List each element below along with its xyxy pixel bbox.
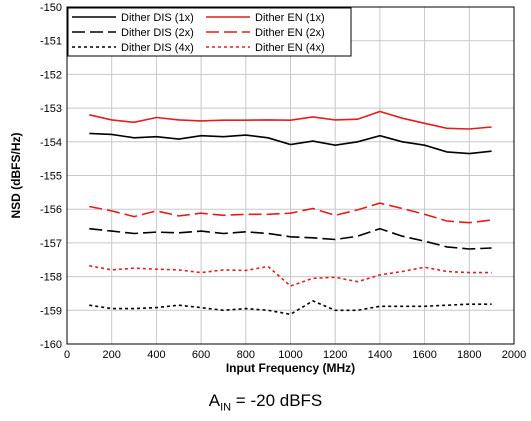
x-tick-label: 600 bbox=[192, 349, 210, 361]
y-axis-title: NSD (dBFS/Hz) bbox=[9, 133, 23, 219]
nsd-chart: -150 -151 -152 -153 -154 -155 -156 -157 -158 -159… bbox=[0, 0, 531, 385]
y-tick-label: -155 bbox=[40, 171, 62, 183]
x-tick-label: 200 bbox=[103, 349, 121, 361]
x-tick-label: 1200 bbox=[323, 349, 347, 361]
x-tick-label: 1000 bbox=[278, 349, 302, 361]
y-tick-label: -150 bbox=[40, 2, 62, 14]
y-tick-labels: -150 -151 -152 -153 -154 -155 -156 -157 -158 -159… bbox=[40, 2, 62, 351]
y-tick-label: -159 bbox=[40, 305, 62, 317]
caption-rest: = -20 dBFS bbox=[231, 391, 322, 410]
y-tick-label: -156 bbox=[40, 204, 62, 216]
y-tick-label: -160 bbox=[40, 339, 62, 351]
x-tick-label: 1600 bbox=[412, 349, 436, 361]
y-tick-label: -152 bbox=[40, 69, 62, 81]
chart-caption: AIN = -20 dBFS bbox=[0, 391, 531, 413]
x-tick-label: 400 bbox=[147, 349, 165, 361]
legend-label-2: Dither EN (1x) bbox=[255, 12, 325, 24]
legend-label-5: Dither DIS (4x) bbox=[121, 42, 194, 54]
x-tick-label: 0 bbox=[64, 349, 70, 361]
legend-label-3: Dither DIS (2x) bbox=[121, 27, 194, 39]
caption-subscript: IN bbox=[220, 401, 231, 413]
y-tick-label: -157 bbox=[40, 238, 62, 250]
y-tick-label: -153 bbox=[40, 103, 62, 115]
y-tick-label: -154 bbox=[40, 137, 62, 149]
grid-lines bbox=[67, 7, 514, 344]
legend: Dither DIS (1x) Dither EN (1x) Dither DIS … bbox=[68, 8, 351, 56]
legend-label-4: Dither EN (2x) bbox=[255, 27, 325, 39]
caption-main: A bbox=[209, 391, 220, 410]
x-tick-labels: 0 200 400 600 800 1000 1200 1400 1600 1800 2000 bbox=[64, 349, 526, 361]
legend-label-6: Dither EN (4x) bbox=[255, 42, 325, 54]
legend-label-1: Dither DIS (1x) bbox=[121, 12, 194, 24]
x-tick-label: 2000 bbox=[502, 349, 526, 361]
x-tick-label: 1800 bbox=[457, 349, 481, 361]
x-tick-label: 1400 bbox=[368, 349, 392, 361]
y-tick-label: -151 bbox=[40, 36, 62, 48]
y-tick-label: -158 bbox=[40, 272, 62, 284]
x-tick-label: 800 bbox=[237, 349, 255, 361]
x-axis-title: Input Frequency (MHz) bbox=[226, 361, 355, 375]
